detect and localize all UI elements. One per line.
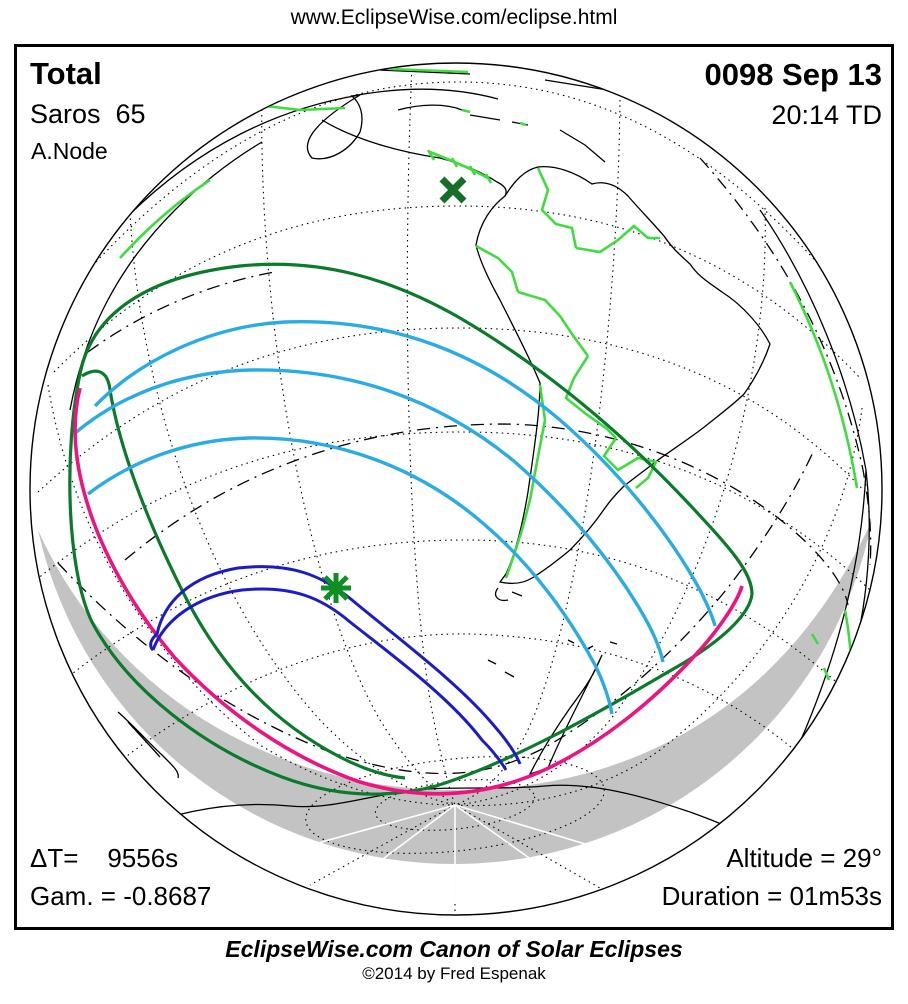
eclipse-date-label: 0098 Sep 13	[704, 57, 882, 92]
canon-title: EclipseWise.com Canon of Solar Eclipses	[225, 936, 683, 962]
umbral-path	[149, 565, 522, 771]
altitude-label: Altitude = 29°	[726, 843, 882, 873]
gamma-label: Gam. = -0.8687	[30, 881, 212, 911]
country-borders	[119, 67, 859, 707]
site-url: www.EclipseWise.com/eclipse.html	[290, 6, 618, 29]
delta-t-label: ΔT= 9556s	[30, 843, 179, 873]
saros-label: Saros 65	[30, 99, 146, 129]
contact-lines	[57, 157, 872, 775]
globe-outline	[29, 62, 883, 916]
greatest-eclipse-marker	[321, 573, 351, 603]
eclipse-type-label: Total	[30, 56, 102, 91]
node-label: A.Node	[31, 138, 108, 164]
night-shading	[38, 520, 872, 865]
eclipse-time-label: 20:14 TD	[771, 100, 882, 130]
copyright: ©2014 by Fred Espenak	[362, 964, 546, 983]
graticule	[35, 63, 871, 912]
subsolar-point-marker	[439, 176, 467, 204]
magnitude-curves	[72, 319, 717, 715]
sunrise-sunset-curve	[73, 387, 744, 796]
polar-rays	[299, 804, 613, 902]
duration-label: Duration = 01m53s	[661, 881, 882, 911]
